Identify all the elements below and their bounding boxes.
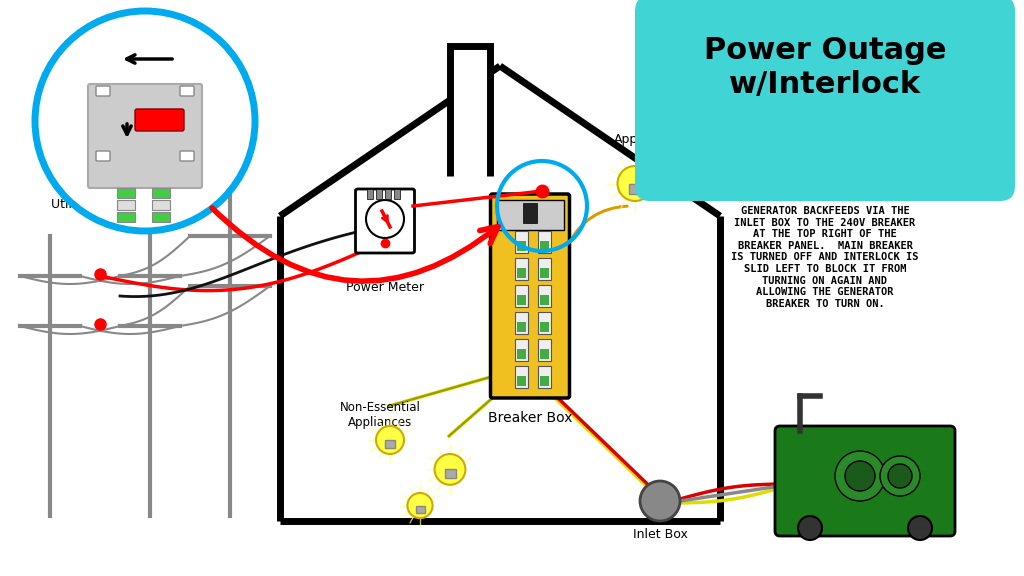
FancyBboxPatch shape (180, 151, 194, 161)
Bar (367, 189, 373, 199)
Bar (540, 322, 549, 332)
Bar (385, 189, 391, 199)
FancyArrowPatch shape (212, 208, 498, 281)
Circle shape (434, 454, 465, 485)
Bar (515, 366, 528, 388)
Bar (540, 241, 549, 251)
Circle shape (888, 464, 912, 488)
Bar (497, 200, 563, 230)
Bar (538, 366, 551, 388)
Text: Breaker Box: Breaker Box (487, 411, 572, 425)
Bar (517, 295, 526, 305)
Text: Power Meter: Power Meter (346, 281, 424, 294)
Bar (517, 268, 526, 278)
Bar (538, 312, 551, 334)
Bar (515, 285, 528, 307)
Bar (444, 469, 456, 478)
Bar (538, 339, 551, 361)
Bar (517, 322, 526, 332)
Bar (540, 295, 549, 305)
FancyBboxPatch shape (180, 86, 194, 96)
Text: Power Outage
w/Interlock: Power Outage w/Interlock (703, 36, 946, 98)
Circle shape (640, 481, 680, 521)
Bar (152, 188, 170, 198)
Bar (376, 189, 382, 199)
Bar (517, 349, 526, 359)
Circle shape (35, 11, 255, 231)
Bar (540, 268, 549, 278)
Bar (394, 189, 400, 199)
Bar (540, 349, 549, 359)
Bar (117, 212, 135, 222)
FancyBboxPatch shape (635, 0, 1015, 201)
Bar (117, 200, 135, 210)
FancyBboxPatch shape (355, 189, 415, 253)
Bar (515, 312, 528, 334)
Text: Utility Power: Utility Power (51, 198, 129, 211)
Circle shape (408, 493, 432, 518)
Text: GENERATOR BACKFEEDS VIA THE
INLET BOX TO THE 240V BREAKER
AT THE TOP RIGHT OF TH: GENERATOR BACKFEEDS VIA THE INLET BOX TO… (731, 206, 919, 309)
Circle shape (835, 451, 885, 501)
Circle shape (617, 166, 652, 201)
FancyBboxPatch shape (88, 84, 202, 188)
Text: Inlet Box: Inlet Box (633, 528, 687, 541)
Circle shape (798, 516, 822, 540)
Bar (523, 203, 537, 223)
Bar (416, 506, 425, 513)
FancyBboxPatch shape (490, 194, 569, 398)
Bar (517, 376, 526, 386)
Circle shape (366, 200, 404, 238)
Circle shape (880, 456, 920, 496)
Bar (629, 184, 641, 194)
Circle shape (845, 461, 874, 491)
FancyBboxPatch shape (96, 86, 110, 96)
FancyBboxPatch shape (775, 426, 955, 536)
Bar (517, 241, 526, 251)
Bar (538, 258, 551, 280)
FancyBboxPatch shape (135, 109, 184, 131)
Bar (515, 231, 528, 253)
Bar (152, 200, 170, 210)
Text: Non-Essential
Appliances: Non-Essential Appliances (340, 401, 421, 429)
Circle shape (376, 426, 404, 454)
Bar (515, 258, 528, 280)
Bar (152, 212, 170, 222)
Bar (540, 376, 549, 386)
Bar (538, 231, 551, 253)
Bar (385, 440, 395, 448)
Bar (515, 339, 528, 361)
Bar (538, 285, 551, 307)
Bar (117, 188, 135, 198)
Text: Appliance: Appliance (614, 133, 676, 146)
FancyBboxPatch shape (96, 151, 110, 161)
Circle shape (908, 516, 932, 540)
